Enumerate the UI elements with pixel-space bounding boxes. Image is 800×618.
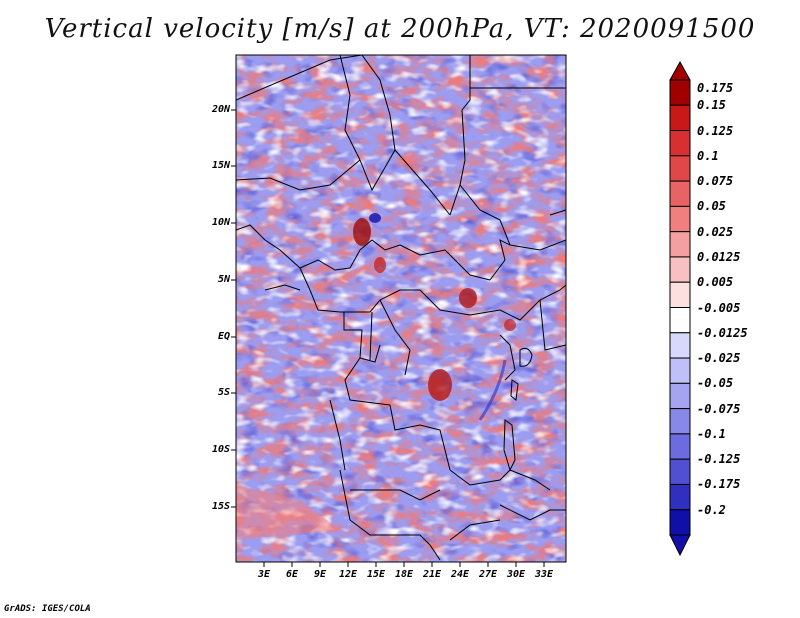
colorbar-label: -0.075 xyxy=(697,401,741,416)
lat-label-5n: 5N xyxy=(217,274,230,285)
colorbar-label: 0.0125 xyxy=(697,249,741,264)
lon-label-3e: 3E xyxy=(257,569,271,580)
colorbar-cell xyxy=(669,357,691,384)
colorbar-cell xyxy=(669,458,691,485)
colorbar-label: 0.1 xyxy=(697,148,719,163)
lon-label-9e: 9E xyxy=(313,569,327,580)
colorbar-cell xyxy=(669,256,691,283)
colorbar-label: -0.175 xyxy=(697,477,741,492)
colorbar-label: 0.15 xyxy=(697,98,726,113)
footer-credit: GrADS: IGES/COLA xyxy=(4,604,91,614)
lon-label-21e: 21E xyxy=(422,569,442,580)
country-borders xyxy=(236,55,566,561)
lon-label-6e: 6E xyxy=(285,569,299,580)
colorbar-label: -0.1 xyxy=(697,426,726,441)
colorbar-label: 0.125 xyxy=(697,123,734,138)
colorbar-cell xyxy=(669,155,691,182)
colorbar-label: 0.175 xyxy=(697,81,734,95)
lat-label-20n: 20N xyxy=(211,104,230,115)
lon-label-33e: 33E xyxy=(534,569,554,580)
colorbar-label: -0.125 xyxy=(697,452,741,467)
colorbar-cell xyxy=(669,79,691,106)
colorbar-label: 0.075 xyxy=(697,174,734,189)
colorbar-cell xyxy=(669,130,691,157)
lat-label-eq: EQ xyxy=(217,331,230,342)
colorbar-arrow-top xyxy=(669,60,691,81)
colorbar-cell xyxy=(669,281,691,309)
lon-label-27e: 27E xyxy=(478,569,498,580)
lat-label-15s: 15S xyxy=(211,501,230,512)
lon-label-30e: 30E xyxy=(506,569,526,580)
colorbar-label: 0.025 xyxy=(697,224,734,239)
lon-label-18e: 18E xyxy=(394,569,414,580)
colorbar-label: -0.025 xyxy=(697,351,741,366)
velocity-field xyxy=(236,55,566,562)
colorbar-label: -0.05 xyxy=(697,376,734,391)
lat-label-10s: 10S xyxy=(211,444,230,455)
colorbar xyxy=(669,60,691,557)
colorbar-arrow-bottom xyxy=(669,534,691,557)
colorbar-cell xyxy=(669,483,691,511)
colorbar-cell xyxy=(669,509,691,536)
colorbar-cell xyxy=(669,307,691,334)
lat-label-5s: 5S xyxy=(217,387,230,398)
colorbar-cell xyxy=(669,408,691,435)
map-frame xyxy=(235,54,567,563)
colorbar-cell xyxy=(669,205,691,233)
colorbar-label: 0.05 xyxy=(697,199,726,214)
colorbar-label: 0.005 xyxy=(697,275,734,290)
map-title: Vertical velocity [m/s] at 200hPa, VT: 2… xyxy=(44,14,756,44)
colorbar-label: -0.005 xyxy=(697,300,741,315)
colorbar-cell xyxy=(669,180,691,207)
lat-label-10n: 10N xyxy=(211,217,230,228)
axis-ticks xyxy=(231,109,545,567)
colorbar-cell xyxy=(669,231,691,258)
colorbar-cell xyxy=(669,332,691,359)
colorbar-cell xyxy=(669,433,691,460)
lon-label-24e: 24E xyxy=(450,569,470,580)
colorbar-cell xyxy=(669,382,691,410)
colorbar-label: -0.0125 xyxy=(697,325,748,340)
lon-label-15e: 15E xyxy=(366,569,386,580)
colorbar-label: -0.2 xyxy=(697,502,726,517)
lat-label-15n: 15N xyxy=(211,160,230,171)
lon-label-12e: 12E xyxy=(338,569,358,580)
colorbar-cell xyxy=(669,104,691,132)
